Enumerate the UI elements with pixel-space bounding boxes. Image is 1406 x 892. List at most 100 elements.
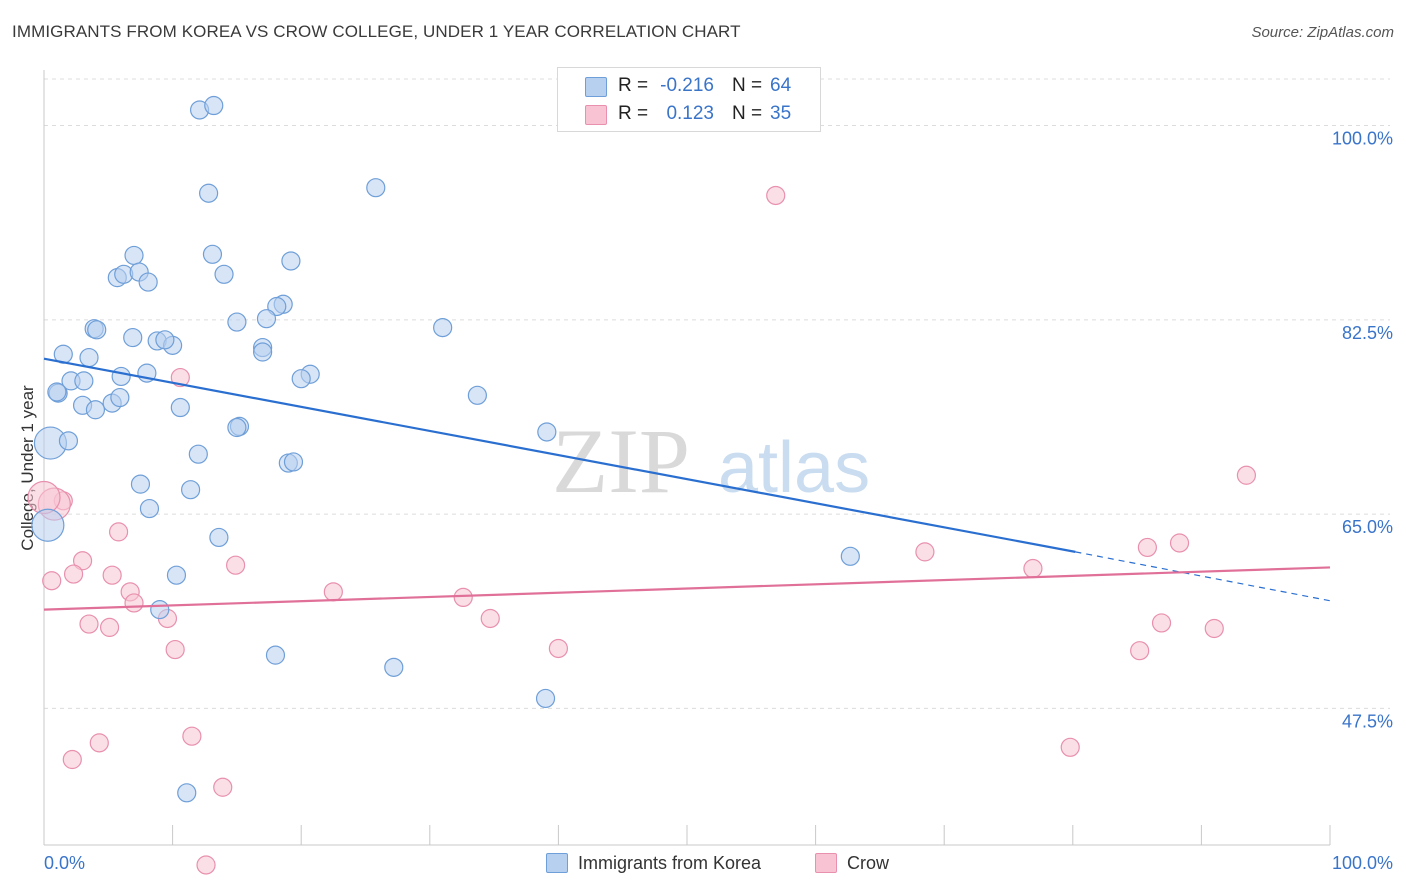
crow-point [548, 638, 569, 659]
crow-point [42, 571, 62, 591]
korea-point [181, 480, 201, 500]
bottom-legend-swatch-korea [546, 853, 568, 873]
crow-trendline [43, 566, 1331, 611]
crow-point [62, 749, 82, 770]
crow-point [766, 185, 786, 206]
legend-swatch-crow [585, 105, 607, 125]
watermark: ZIP atlas [552, 410, 870, 512]
bottom-legend-label-crow: Crow [847, 853, 890, 873]
y-tick-label: 65.0% [1342, 517, 1393, 537]
korea-point [433, 317, 453, 338]
legend-r-label: R = [618, 75, 649, 96]
korea-point [130, 474, 151, 494]
crow-point [124, 593, 144, 613]
korea-point [366, 178, 386, 198]
korea-point [291, 369, 311, 389]
korea-point [267, 296, 287, 317]
crow-point [1023, 558, 1043, 579]
korea-point [253, 342, 273, 362]
crow-point [1169, 533, 1190, 553]
crow-point [1130, 641, 1150, 661]
crow-point [170, 367, 190, 388]
korea-point [227, 417, 247, 438]
korea-point [537, 422, 557, 442]
korea-point [123, 327, 143, 348]
legend-n-label: N = [732, 103, 763, 124]
legend-r-value: 0.123 [666, 103, 714, 124]
crow-point [1060, 737, 1080, 757]
crow-point [165, 639, 185, 660]
korea-point [47, 382, 67, 402]
bottom-legend-label-korea: Immigrants from Korea [578, 853, 762, 873]
crow-point [480, 608, 500, 629]
korea-point [227, 312, 247, 332]
crow-point [27, 480, 61, 515]
chart-title: IMMIGRANTS FROM KOREA VS CROW COLLEGE, U… [12, 22, 741, 41]
crow-point [1236, 465, 1257, 485]
korea-point [139, 498, 160, 519]
correlation-legend: R = -0.216 N = 64 R = 0.123 N = 35 [557, 67, 821, 132]
korea-point [256, 309, 277, 329]
legend-n-label: N = [732, 75, 763, 96]
crow-point [226, 555, 246, 575]
watermark-zip: ZIP [552, 410, 690, 512]
korea-point [281, 251, 301, 271]
korea-point [85, 400, 106, 420]
x-tick-label-max: 100.0% [1332, 853, 1393, 873]
crow-points [27, 185, 1257, 875]
legend-swatch-korea [585, 77, 607, 97]
korea-point [202, 244, 223, 264]
legend-n-value: 64 [770, 75, 792, 96]
korea-point [124, 245, 144, 266]
korea-point [138, 272, 158, 292]
crow-point [1204, 618, 1224, 639]
gridlines [44, 78, 1390, 709]
y-tick-label: 100.0% [1332, 129, 1393, 149]
crow-point [72, 551, 93, 571]
korea-point [177, 783, 197, 803]
korea-point [31, 508, 65, 542]
legend-n-value: 35 [770, 103, 792, 124]
trendlines [43, 357, 1331, 611]
crow-point [99, 617, 120, 637]
korea-trendline [43, 357, 1076, 553]
korea-point [204, 95, 224, 116]
korea-point [87, 320, 107, 340]
crow-point [196, 855, 216, 875]
legend-r-label: R = [618, 103, 649, 124]
korea-point [155, 330, 175, 350]
korea-point [265, 645, 286, 665]
korea-point [74, 371, 94, 391]
crow-point [102, 565, 122, 585]
korea-point [535, 688, 556, 709]
legend-r-value: -0.216 [660, 75, 714, 96]
korea-point [467, 385, 487, 405]
watermark-atlas: atlas [718, 428, 870, 508]
korea-point [209, 527, 229, 548]
crow-point [1151, 613, 1172, 633]
legend-row-crow: R = 0.123 N = 35 [558, 102, 820, 130]
legend-row-korea: R = -0.216 N = 64 [558, 74, 820, 102]
korea-point [79, 347, 99, 368]
y-tick-label: 82.5% [1342, 323, 1393, 343]
crow-point [323, 582, 343, 602]
crow-point [182, 726, 202, 746]
bottom-legend-swatch-crow [815, 853, 837, 873]
korea-point [384, 657, 404, 677]
source-label: Source: ZipAtlas.com [1251, 24, 1394, 41]
crow-point [63, 564, 84, 584]
korea-point [111, 366, 131, 387]
crow-point [213, 777, 233, 797]
x-tick-label-min: 0.0% [44, 853, 85, 873]
korea-trendline-extension [1075, 551, 1331, 602]
y-tick-label: 47.5% [1342, 711, 1393, 731]
korea-point [214, 264, 234, 284]
korea-point [170, 397, 190, 418]
korea-points [31, 95, 860, 803]
crow-point [1137, 537, 1157, 558]
crow-point [915, 542, 935, 562]
korea-point [840, 546, 860, 566]
korea-point [58, 431, 79, 451]
y-tick-labels: 47.5% 65.0% 82.5% 100.0% [1332, 129, 1393, 732]
